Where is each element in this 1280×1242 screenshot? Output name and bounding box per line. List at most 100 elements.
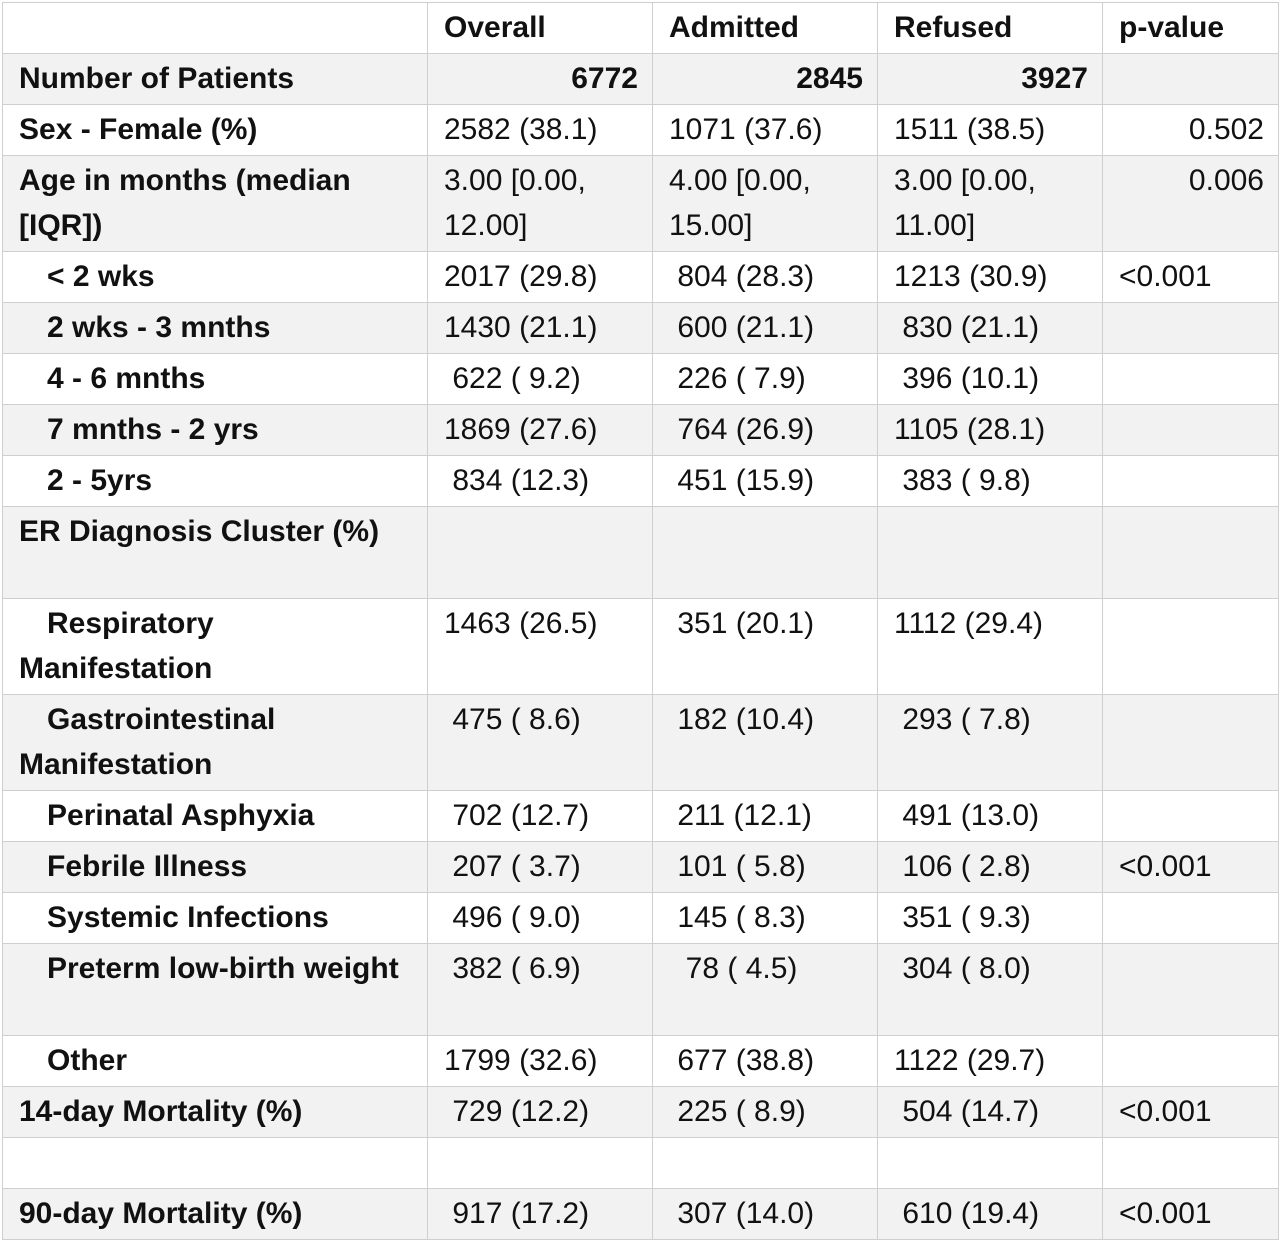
row-label-text: 7 mnths - 2 yrs (47, 413, 259, 446)
row-label-text: 2 - 5yrs (47, 464, 153, 497)
row-label: 2 wks - 3 mnths (2, 302, 428, 354)
cell-pvalue (1102, 598, 1279, 695)
row-label: Sex - Female (%) (2, 104, 428, 156)
row-label-text: 14-day Mortality (%) (19, 1095, 303, 1128)
row-label: 7 mnths - 2 yrs (2, 404, 428, 456)
cell-refused: 351 ( 9.3) (877, 892, 1103, 944)
cell-refused: 610 (19.4) (877, 1188, 1103, 1240)
row-label-text: Febrile Illness (47, 850, 248, 883)
cell-admitted (652, 1137, 878, 1189)
cell-pvalue: <0.001 (1102, 841, 1279, 893)
cell-pvalue: 0.502 (1102, 104, 1279, 156)
cell-refused: 304 ( 8.0) (877, 943, 1103, 1036)
row-label: Preterm low-birth weight (2, 943, 428, 1036)
cell-pvalue: <0.001 (1102, 1086, 1279, 1138)
cell-admitted: 226 ( 7.9) (652, 353, 878, 405)
table-row: Systemic Infections 496 ( 9.0) 145 ( 8.3… (2, 892, 1279, 944)
cell-admitted: 101 ( 5.8) (652, 841, 878, 893)
cell-admitted: 764 (26.9) (652, 404, 878, 456)
patients-refused: 3927 (877, 53, 1103, 105)
cell-pvalue: <0.001 (1102, 1188, 1279, 1240)
cell-pvalue (1102, 694, 1279, 791)
cell-refused: 1105 (28.1) (877, 404, 1103, 456)
cell-admitted: 351 (20.1) (652, 598, 878, 695)
row-label: Perinatal Asphyxia (2, 790, 428, 842)
cell-refused: 396 (10.1) (877, 353, 1103, 405)
table-row: 2 wks - 3 mnths 1430 (21.1) 600 (21.1) 8… (2, 302, 1279, 354)
cell-admitted: 600 (21.1) (652, 302, 878, 354)
table-row: Sex - Female (%) 2582 (38.1) 1071 (37.6)… (2, 104, 1279, 156)
cell-overall: 917 (17.2) (427, 1188, 653, 1240)
table-row: 7 mnths - 2 yrs 1869 (27.6) 764 (26.9) 1… (2, 404, 1279, 456)
row-label: Systemic Infections (2, 892, 428, 944)
row-label-text: 90-day Mortality (%) (19, 1197, 303, 1230)
cell-admitted: 307 (14.0) (652, 1188, 878, 1240)
cell-pvalue (1102, 1137, 1279, 1189)
table-row: Age in months (median [IQR]) 3.00 [0.00,… (2, 155, 1279, 252)
cell-refused: 1122 (29.7) (877, 1035, 1103, 1087)
table-row: ER Diagnosis Cluster (%) (2, 506, 1279, 599)
cell-pvalue (1102, 943, 1279, 1036)
patients-label: Number of Patients (2, 53, 428, 105)
cell-admitted: 182 (10.4) (652, 694, 878, 791)
cell-overall: 834 (12.3) (427, 455, 653, 507)
cell-refused: 504 (14.7) (877, 1086, 1103, 1138)
row-label: 14-day Mortality (%) (2, 1086, 428, 1138)
header-corner-cell (2, 2, 428, 54)
cell-pvalue (1102, 455, 1279, 507)
row-label: Gastrointestinal Manifestation (2, 694, 428, 791)
cell-refused: 1511 (38.5) (877, 104, 1103, 156)
cell-refused: 830 (21.1) (877, 302, 1103, 354)
cell-admitted: 78 ( 4.5) (652, 943, 878, 1036)
cell-overall: 475 ( 8.6) (427, 694, 653, 791)
table-row: 14-day Mortality (%) 729 (12.2) 225 ( 8.… (2, 1086, 1279, 1138)
cell-admitted: 145 ( 8.3) (652, 892, 878, 944)
row-label: 2 - 5yrs (2, 455, 428, 507)
cell-admitted (652, 506, 878, 599)
cell-overall: 1463 (26.5) (427, 598, 653, 695)
cell-overall: 1869 (27.6) (427, 404, 653, 456)
table-row: Other 1799 (32.6) 677 (38.8) 1122 (29.7) (2, 1035, 1279, 1087)
row-label-text: < 2 wks (47, 260, 155, 293)
cell-refused: 3.00 [0.00, 11.00] (877, 155, 1103, 252)
table-row (2, 1137, 1279, 1189)
patients-admitted: 2845 (652, 53, 878, 105)
cell-refused (877, 506, 1103, 599)
cell-refused (877, 1137, 1103, 1189)
cell-refused: 1112 (29.4) (877, 598, 1103, 695)
table-row: Febrile Illness 207 ( 3.7) 101 ( 5.8) 10… (2, 841, 1279, 893)
cell-refused: 383 ( 9.8) (877, 455, 1103, 507)
cell-admitted: 211 (12.1) (652, 790, 878, 842)
cell-overall: 1430 (21.1) (427, 302, 653, 354)
row-label: Age in months (median [IQR]) (2, 155, 428, 252)
row-label: Respiratory Manifestation (2, 598, 428, 695)
cell-refused: 491 (13.0) (877, 790, 1103, 842)
row-label-text: 4 - 6 mnths (47, 362, 206, 395)
row-label-text: 2 wks - 3 mnths (47, 311, 271, 344)
cell-overall: 729 (12.2) (427, 1086, 653, 1138)
cell-overall (427, 506, 653, 599)
cell-overall: 702 (12.7) (427, 790, 653, 842)
cell-pvalue (1102, 404, 1279, 456)
row-label: Febrile Illness (2, 841, 428, 893)
cell-admitted: 225 ( 8.9) (652, 1086, 878, 1138)
cell-pvalue (1102, 892, 1279, 944)
cell-admitted: 4.00 [0.00, 15.00] (652, 155, 878, 252)
row-label-text: Age in months (median [IQR]) (19, 164, 351, 242)
cell-pvalue (1102, 1035, 1279, 1087)
table-row: 90-day Mortality (%) 917 (17.2) 307 (14.… (2, 1188, 1279, 1240)
row-label: < 2 wks (2, 251, 428, 303)
header-overall: Overall (427, 2, 653, 54)
row-label-text: Other (47, 1044, 128, 1077)
row-label-text: Preterm low-birth weight (47, 952, 399, 985)
cell-overall: 496 ( 9.0) (427, 892, 653, 944)
cell-pvalue (1102, 302, 1279, 354)
cell-refused: 1213 (30.9) (877, 251, 1103, 303)
row-label: 90-day Mortality (%) (2, 1188, 428, 1240)
cell-pvalue (1102, 506, 1279, 599)
cell-overall: 3.00 [0.00, 12.00] (427, 155, 653, 252)
cell-pvalue (1102, 353, 1279, 405)
patients-pvalue (1102, 53, 1279, 105)
cell-overall: 622 ( 9.2) (427, 353, 653, 405)
